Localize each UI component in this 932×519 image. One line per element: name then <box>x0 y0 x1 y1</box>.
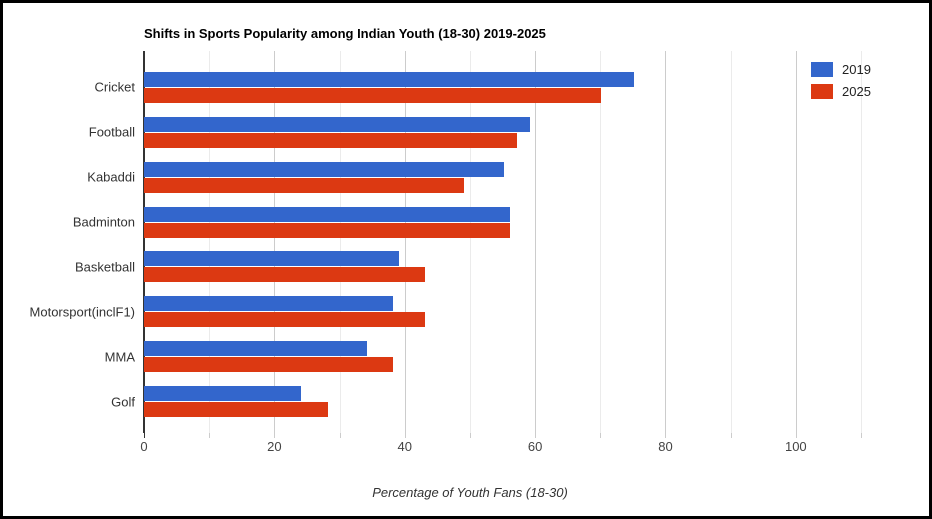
tick-mark-110 <box>861 433 862 438</box>
tick-label-60: 60 <box>527 439 543 454</box>
category-label: Kabaddi <box>87 169 135 185</box>
category-label: Badminton <box>72 214 135 230</box>
category-label: Basketball <box>75 259 135 275</box>
bar-2025[interactable] <box>144 177 465 193</box>
bar-2019[interactable] <box>144 161 504 177</box>
bar-2025[interactable] <box>144 402 328 418</box>
gridline-50 <box>469 51 471 433</box>
gridline-90 <box>730 51 732 433</box>
gridline-70 <box>600 51 602 433</box>
category-label: Football <box>88 124 135 140</box>
legend-item-2025[interactable]: 2025 <box>811 84 871 99</box>
chart-title: Shifts in Sports Popularity among Indian… <box>144 26 546 41</box>
bar-2025[interactable] <box>144 87 602 103</box>
tick-mark-40 <box>404 433 406 438</box>
gridline-20 <box>274 51 276 433</box>
tick-label-100: 100 <box>784 439 807 454</box>
category-label: Cricket <box>94 79 135 95</box>
gridline-40 <box>404 51 406 433</box>
bar-2025[interactable] <box>144 357 393 373</box>
bar-2025[interactable] <box>144 222 511 238</box>
bar-2025[interactable] <box>144 132 517 148</box>
bar-2025[interactable] <box>144 267 426 283</box>
tick-label-40: 40 <box>397 439 412 454</box>
bar-2019[interactable] <box>144 386 302 402</box>
category-label: Motorsport(inclF1) <box>29 304 135 320</box>
legend-swatch-icon <box>811 62 833 77</box>
tick-mark-60 <box>535 433 537 438</box>
category-label: MMA <box>104 349 135 365</box>
tick-mark-100 <box>795 433 797 438</box>
tick-label-20: 20 <box>267 439 282 454</box>
bar-row-football: Football <box>89 110 861 155</box>
bar-row-motorsport-inclf1-: Motorsport(inclF1) <box>30 289 861 334</box>
bar-2019[interactable] <box>144 296 393 312</box>
bar-row-kabaddi: Kabaddi <box>87 155 861 200</box>
bar-row-basketball: Basketball <box>75 245 861 290</box>
tick-mark-30 <box>339 433 341 438</box>
legend-label: 2025 <box>842 84 871 99</box>
bar-2019[interactable] <box>144 341 367 357</box>
gridline-80 <box>665 51 667 433</box>
tick-mark-0 <box>144 433 145 438</box>
tick-mark-50 <box>469 433 471 438</box>
gridline-60 <box>535 51 537 433</box>
legend-swatch-icon <box>811 84 833 99</box>
tick-label-0: 0 <box>140 439 148 454</box>
x-axis-title: Percentage of Youth Fans (18-30) <box>372 485 568 500</box>
gridline-10 <box>209 51 211 433</box>
gridline-110 <box>861 51 862 433</box>
bar-2019[interactable] <box>144 251 400 267</box>
bar-2019[interactable] <box>144 71 634 87</box>
bar-row-golf: Golf <box>111 379 861 424</box>
bar-row-mma: MMA <box>105 334 861 379</box>
legend-label: 2019 <box>842 62 871 77</box>
category-label: Golf <box>111 394 135 410</box>
bar-rows: Cricket Football Kabaddi Badminton Basketbal… <box>30 65 861 424</box>
gridline-30 <box>339 51 341 433</box>
plot-area: Cricket Football Kabaddi Badminton Basketbal… <box>30 51 862 433</box>
bar-2019[interactable] <box>144 116 530 132</box>
bar-2019[interactable] <box>144 206 511 222</box>
tick-mark-80 <box>665 433 667 438</box>
tick-mark-20 <box>274 433 276 438</box>
bar-2025[interactable] <box>144 312 426 328</box>
tick-label-80: 80 <box>658 439 673 454</box>
bar-row-cricket: Cricket <box>95 65 861 110</box>
x-axis: 0 20 40 60 80 100 <box>140 433 862 457</box>
axis-baseline <box>143 51 145 433</box>
legend-item-2019[interactable]: 2019 <box>811 62 871 77</box>
legend: 2019 2025 <box>811 62 871 99</box>
gridline-100 <box>795 51 797 433</box>
tick-mark-70 <box>600 433 602 438</box>
bar-row-badminton: Badminton <box>73 200 861 245</box>
tick-mark-90 <box>730 433 732 438</box>
tick-mark-10 <box>209 433 211 438</box>
